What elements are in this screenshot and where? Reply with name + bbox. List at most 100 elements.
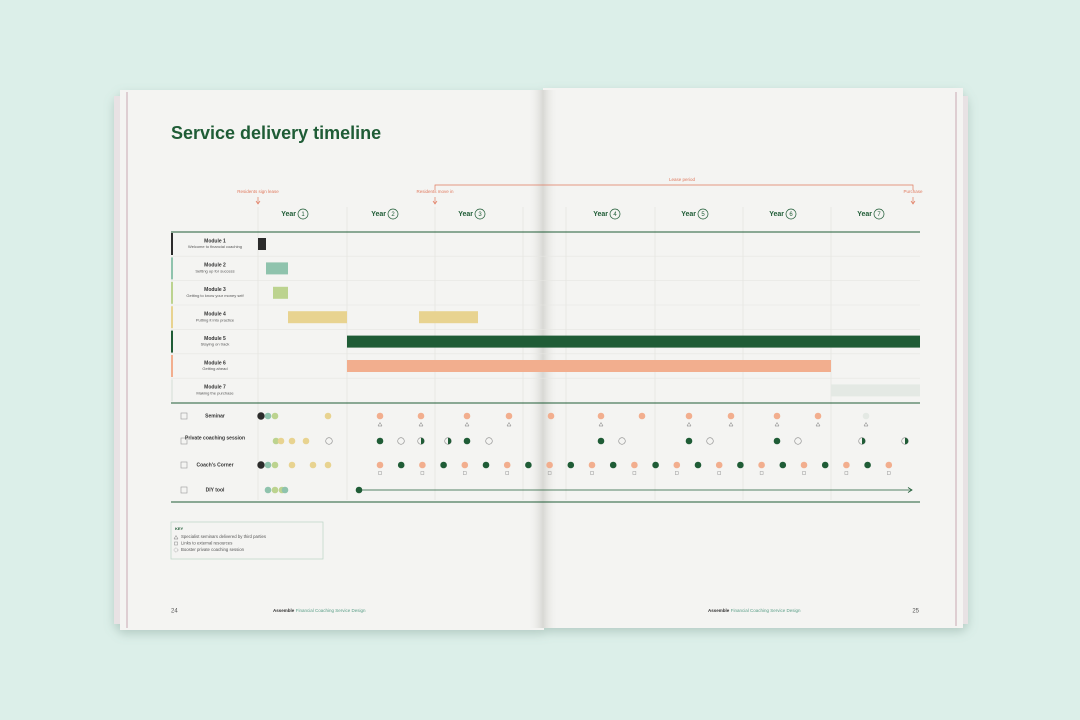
dot	[288, 437, 296, 445]
dot	[821, 461, 829, 469]
dot	[673, 461, 681, 469]
dot	[463, 412, 471, 420]
outline-dot	[794, 437, 802, 445]
link-icon	[844, 471, 849, 475]
dot	[727, 412, 735, 420]
dot	[257, 461, 265, 469]
third-party-triangle	[598, 421, 604, 427]
dot	[588, 461, 596, 469]
module-subtitle: Putting it into practice	[196, 317, 235, 322]
module-name: Module 1	[204, 238, 226, 244]
lease-bracket	[434, 184, 914, 190]
dot	[685, 412, 693, 420]
module-subtitle: Getting to know your money self	[186, 293, 244, 298]
row-marker	[171, 355, 173, 377]
row-marker	[171, 330, 173, 353]
year-label: Year	[593, 211, 608, 218]
title: Service delivery timeline	[171, 123, 381, 143]
key-title: KEY	[175, 526, 184, 531]
module-bar	[266, 262, 288, 275]
arrow-head	[432, 200, 438, 205]
third-party-triangle	[815, 421, 821, 427]
link-icon	[505, 471, 509, 475]
key-item: Booster private coaching session	[181, 547, 245, 552]
service-name: Private coaching session	[185, 435, 245, 441]
link-icon	[717, 471, 721, 475]
outline-dot	[618, 437, 626, 445]
dot	[609, 461, 617, 469]
dot	[264, 486, 272, 494]
year-number: 7	[877, 212, 881, 218]
module-subtitle: Making the purchase	[196, 390, 234, 395]
outline-dot	[706, 437, 714, 445]
footer-brand: Assemble	[273, 608, 295, 613]
module-subtitle: Staying on track	[201, 342, 230, 347]
third-party-triangle	[774, 421, 780, 427]
year-number: 1	[301, 212, 305, 218]
dot	[597, 437, 605, 445]
dot	[355, 486, 363, 494]
link-icon	[759, 471, 764, 475]
service-icon	[180, 412, 188, 420]
link-icon	[632, 471, 637, 475]
module-bar	[347, 335, 920, 348]
dot	[567, 461, 575, 469]
key-item: Specialist seminars delivered by third p…	[181, 534, 266, 539]
key-link-icon	[174, 541, 178, 546]
page-edge	[960, 96, 968, 624]
dot	[652, 461, 659, 469]
dot	[843, 461, 850, 469]
dot	[376, 437, 384, 445]
dot	[503, 461, 511, 469]
dot	[864, 461, 871, 469]
dot	[281, 486, 289, 494]
footer-text: Financial Coaching Service Design	[296, 608, 366, 613]
module-subtitle: Welcome to financial coaching	[188, 244, 242, 249]
outline-dot	[325, 437, 333, 445]
dot	[271, 486, 279, 494]
row-marker	[171, 281, 173, 304]
dot	[277, 437, 285, 445]
footer-brand: Assemble	[708, 608, 730, 613]
year-circle	[697, 208, 709, 220]
row-marker	[171, 306, 173, 329]
row-marker	[171, 257, 173, 280]
dot	[800, 461, 808, 469]
gutter	[528, 90, 558, 628]
row-marker	[171, 233, 173, 255]
module-name: Module 5	[204, 336, 226, 342]
dot	[773, 437, 781, 445]
dot	[814, 412, 822, 420]
dot	[773, 412, 781, 420]
third-party-triangle	[377, 421, 383, 427]
year-circle	[609, 208, 621, 220]
third-party-triangle	[863, 421, 869, 427]
dot	[324, 461, 332, 469]
dot	[547, 412, 555, 420]
year-circle	[474, 208, 486, 220]
third-party-triangle	[418, 421, 424, 427]
dot	[505, 412, 513, 420]
dot	[694, 461, 702, 469]
dot	[885, 461, 893, 469]
third-party-triangle	[686, 421, 692, 427]
dot	[264, 412, 272, 420]
module-subtitle: Setting up for success	[195, 268, 234, 273]
year-number: 6	[789, 212, 793, 218]
annotation: Lease period	[669, 177, 696, 182]
dot	[779, 461, 787, 469]
outline-dot	[397, 437, 405, 445]
dot	[525, 461, 532, 469]
dot	[309, 461, 317, 469]
link-icon	[463, 471, 467, 475]
dot	[463, 437, 471, 445]
key-booster	[173, 547, 179, 553]
half-fill	[905, 437, 909, 445]
dot	[324, 412, 332, 420]
module-subtitle: Getting ahead	[202, 366, 227, 371]
dot	[461, 461, 469, 469]
service-name: Coach's Corner	[196, 462, 233, 468]
year-number: 2	[391, 212, 395, 218]
module-bar	[419, 311, 478, 324]
